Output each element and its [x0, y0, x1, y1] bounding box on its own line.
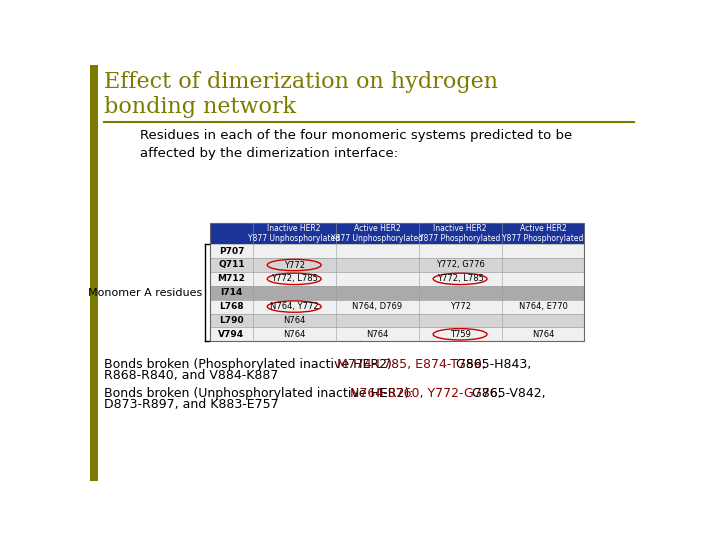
FancyBboxPatch shape [210, 222, 585, 244]
Text: Q711: Q711 [218, 260, 245, 269]
Text: Y772: Y772 [449, 302, 471, 311]
Text: P707: P707 [219, 247, 244, 255]
Text: V794: V794 [218, 330, 245, 339]
Text: N764: N764 [283, 330, 305, 339]
Text: T759: T759 [449, 330, 470, 339]
Text: L790: L790 [219, 316, 244, 325]
Text: N764: N764 [366, 330, 388, 339]
Text: Effect of dimerization on hydrogen: Effect of dimerization on hydrogen [104, 71, 498, 93]
FancyBboxPatch shape [90, 65, 98, 481]
Text: Residues in each of the four monomeric systems predicted to be
affected by the d: Residues in each of the four monomeric s… [140, 130, 572, 160]
Text: Y772: Y772 [284, 260, 305, 269]
Text: Active HER2
Y877 Phosphorylated: Active HER2 Y877 Phosphorylated [503, 224, 584, 243]
FancyBboxPatch shape [210, 258, 585, 272]
FancyBboxPatch shape [210, 272, 585, 286]
Text: I714: I714 [220, 288, 243, 297]
FancyBboxPatch shape [210, 314, 585, 327]
FancyBboxPatch shape [210, 286, 585, 300]
FancyBboxPatch shape [210, 300, 585, 314]
Text: Monomer A residues: Monomer A residues [88, 288, 202, 298]
Text: D873-R897, and K883-E757: D873-R897, and K883-E757 [104, 398, 279, 411]
Text: L768: L768 [219, 302, 244, 311]
FancyBboxPatch shape [210, 244, 585, 258]
Text: Y772, L785: Y772, L785 [271, 274, 318, 284]
Text: bonding network: bonding network [104, 96, 296, 118]
Text: N764, Y772: N764, Y772 [270, 302, 318, 311]
Text: N764: N764 [283, 316, 305, 325]
Text: Bonds broken (Unphosphorylated inactive HER2):: Bonds broken (Unphosphorylated inactive … [104, 387, 421, 401]
Text: R868-R840, and V884-K887: R868-R840, and V884-K887 [104, 369, 279, 382]
FancyBboxPatch shape [210, 327, 585, 341]
Text: Y772, G776: Y772, G776 [436, 260, 485, 269]
Text: N764, E770: N764, E770 [518, 302, 567, 311]
Text: G865-V842,: G865-V842, [467, 387, 545, 401]
Text: Active HER2
Y877 Unphosphorylated: Active HER2 Y877 Unphosphorylated [331, 224, 423, 243]
Text: Bonds broken (Phosphorylated inactive HER2):: Bonds broken (Phosphorylated inactive HE… [104, 358, 404, 371]
Text: G865-H843,: G865-H843, [452, 358, 531, 371]
Text: Inactive HER2
Y877 Phosphorylated: Inactive HER2 Y877 Phosphorylated [419, 224, 500, 243]
Text: N764, D769: N764, D769 [352, 302, 402, 311]
Text: M774-L785, E874-T759,: M774-L785, E874-T759, [336, 358, 485, 371]
Text: N764-S760, Y772-G776,: N764-S760, Y772-G776, [350, 387, 502, 401]
Text: N764: N764 [532, 330, 554, 339]
Text: Y772, L785: Y772, L785 [436, 274, 484, 284]
Text: Inactive HER2
Y877 Unphosphorylated: Inactive HER2 Y877 Unphosphorylated [248, 224, 341, 243]
Text: M712: M712 [217, 274, 246, 284]
